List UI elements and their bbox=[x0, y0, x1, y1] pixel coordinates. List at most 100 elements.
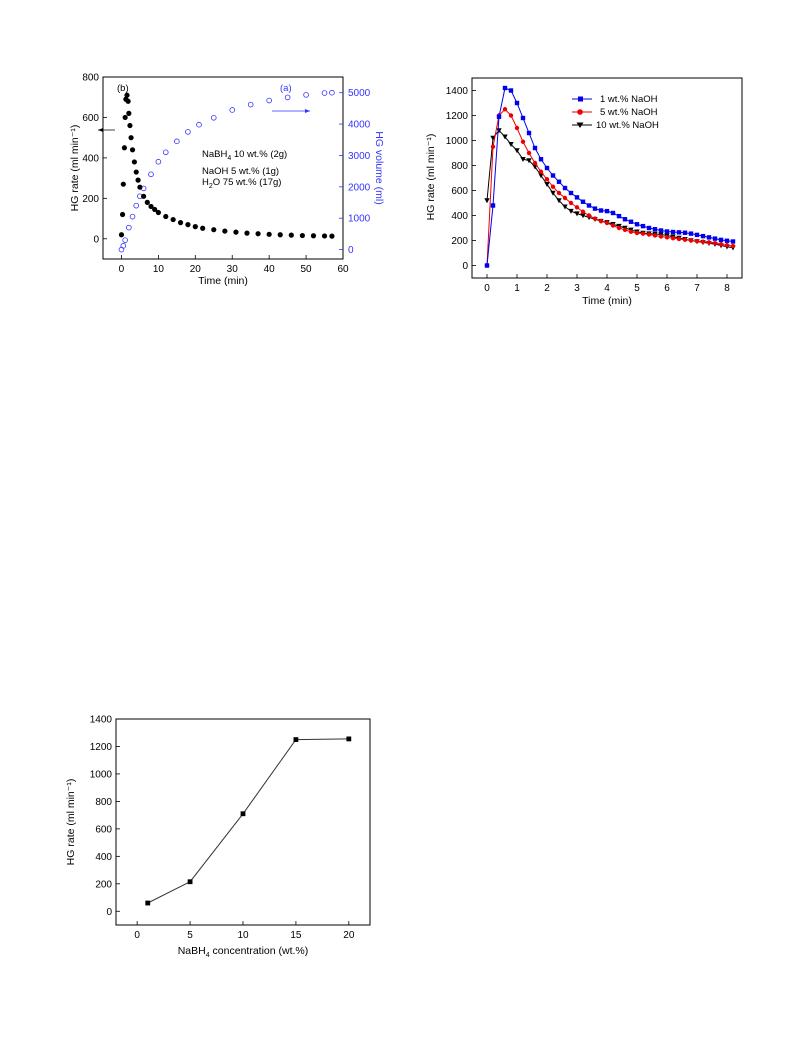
hg-rate-point bbox=[129, 147, 136, 153]
series-hg-rate bbox=[118, 92, 335, 239]
x-tick-label: 40 bbox=[264, 264, 276, 275]
data-point bbox=[598, 208, 604, 213]
y2-tick-label: 4000 bbox=[348, 120, 371, 131]
data-point bbox=[538, 157, 544, 162]
data-point bbox=[580, 209, 586, 214]
data-point bbox=[508, 142, 514, 147]
hg-volume-point bbox=[129, 213, 136, 220]
data-point bbox=[580, 199, 586, 204]
data-point bbox=[586, 213, 592, 218]
data-point bbox=[556, 190, 562, 196]
data-point bbox=[532, 145, 538, 151]
data-point bbox=[706, 235, 712, 240]
data-point bbox=[514, 148, 520, 154]
hg-volume-point bbox=[155, 158, 162, 165]
x-tick-label: 20 bbox=[343, 930, 355, 941]
composition-line-nabh4: NaBH4 10 wt.% (2g) bbox=[202, 149, 287, 162]
hg-rate-point bbox=[122, 114, 128, 121]
data-point bbox=[628, 229, 634, 234]
data-point bbox=[658, 234, 664, 239]
series-5-wt-naoh bbox=[484, 107, 736, 268]
data-point bbox=[718, 237, 724, 243]
data-point bbox=[610, 223, 616, 228]
x-tick-label: 50 bbox=[301, 264, 313, 275]
hg-rate-point bbox=[177, 220, 184, 226]
data-point bbox=[604, 220, 610, 226]
y-tick-label: 1400 bbox=[446, 86, 469, 97]
data-point bbox=[664, 235, 670, 240]
data-point bbox=[556, 198, 562, 204]
arrow-right-icon bbox=[272, 109, 310, 113]
hg-rate-point bbox=[163, 213, 169, 220]
x-tick-label: 5 bbox=[187, 930, 193, 941]
data-point bbox=[622, 227, 628, 233]
plot-frame bbox=[102, 76, 344, 260]
data-point bbox=[484, 263, 490, 268]
data-point bbox=[526, 130, 532, 136]
hg-rate-point bbox=[135, 177, 141, 183]
data-point bbox=[508, 88, 514, 93]
data-point bbox=[574, 205, 580, 210]
data-point bbox=[730, 243, 736, 249]
y-tick-label: 1200 bbox=[446, 111, 469, 122]
x-tick-label: 5 bbox=[634, 283, 640, 294]
hg-volume-point bbox=[229, 107, 236, 113]
x-tick-label: 15 bbox=[290, 930, 302, 941]
y-tick-label: 1400 bbox=[90, 715, 113, 726]
data-point bbox=[562, 185, 568, 191]
legend-item-1wt: 1 wt.% NaOH bbox=[572, 94, 658, 105]
series-line bbox=[147, 738, 349, 904]
y-tick-label: 600 bbox=[451, 186, 468, 197]
y-tick-label: 400 bbox=[451, 211, 468, 222]
x-tick-label: 3 bbox=[574, 283, 580, 294]
hg-rate-point bbox=[133, 169, 139, 175]
composition-line-naoh: NaOH 5 wt.% (1g) bbox=[202, 166, 279, 177]
x-tick-label: 30 bbox=[227, 264, 239, 275]
data-point bbox=[544, 182, 550, 187]
hg-rate-point bbox=[200, 225, 206, 231]
chart-hg-rate-vs-time-naoh: 0 1 2 3 4 5 6 7 8 0 200 400 600 800 1000 1200 1400 1 wt.… bbox=[425, 77, 743, 307]
x-tick-label: 0 bbox=[484, 283, 490, 294]
hg-volume-point bbox=[329, 89, 335, 96]
x-tick-label: 0 bbox=[119, 264, 125, 275]
x-tick-label: 10 bbox=[237, 930, 249, 941]
x-tick-label: 2 bbox=[544, 283, 550, 294]
data-point bbox=[346, 736, 352, 742]
data-point bbox=[640, 223, 646, 229]
hg-rate-point bbox=[266, 231, 272, 237]
data-point bbox=[634, 222, 640, 227]
x-axis-label: Time (min) bbox=[582, 295, 632, 307]
data-point bbox=[145, 900, 151, 906]
label-a: (a) bbox=[280, 83, 292, 94]
hg-volume-point bbox=[122, 237, 128, 243]
data-point bbox=[664, 229, 670, 234]
x-axis-label: NaBH4 concentration (wt.%) bbox=[178, 945, 309, 959]
data-point bbox=[730, 239, 736, 244]
data-point bbox=[520, 115, 526, 121]
x-tick-label: 0 bbox=[134, 930, 140, 941]
hg-rate-point bbox=[127, 122, 133, 129]
data-point bbox=[240, 811, 246, 817]
hg-volume-point bbox=[196, 121, 202, 128]
series-10-wt-naoh bbox=[484, 128, 736, 251]
hg-rate-point bbox=[222, 228, 228, 234]
data-point bbox=[670, 229, 676, 235]
data-point bbox=[652, 227, 658, 232]
data-point bbox=[640, 231, 646, 236]
data-point bbox=[580, 213, 586, 219]
composition-legend: NaBH4 10 wt.% (2g) NaOH 5 wt.% (1g) H2O … bbox=[202, 149, 287, 190]
data-point bbox=[652, 233, 658, 238]
data-point bbox=[610, 210, 616, 216]
hg-rate-point bbox=[185, 222, 191, 228]
y-tick-label: 800 bbox=[82, 73, 99, 84]
x-tick-label: 20 bbox=[190, 264, 202, 275]
hg-rate-point bbox=[288, 232, 294, 238]
data-point bbox=[592, 216, 598, 221]
data-point bbox=[520, 139, 526, 144]
hg-rate-point bbox=[244, 230, 250, 236]
data-point bbox=[502, 107, 508, 112]
hg-rate-point bbox=[277, 232, 283, 238]
y-tick-label: 400 bbox=[95, 852, 112, 863]
hg-rate-point bbox=[121, 145, 128, 151]
